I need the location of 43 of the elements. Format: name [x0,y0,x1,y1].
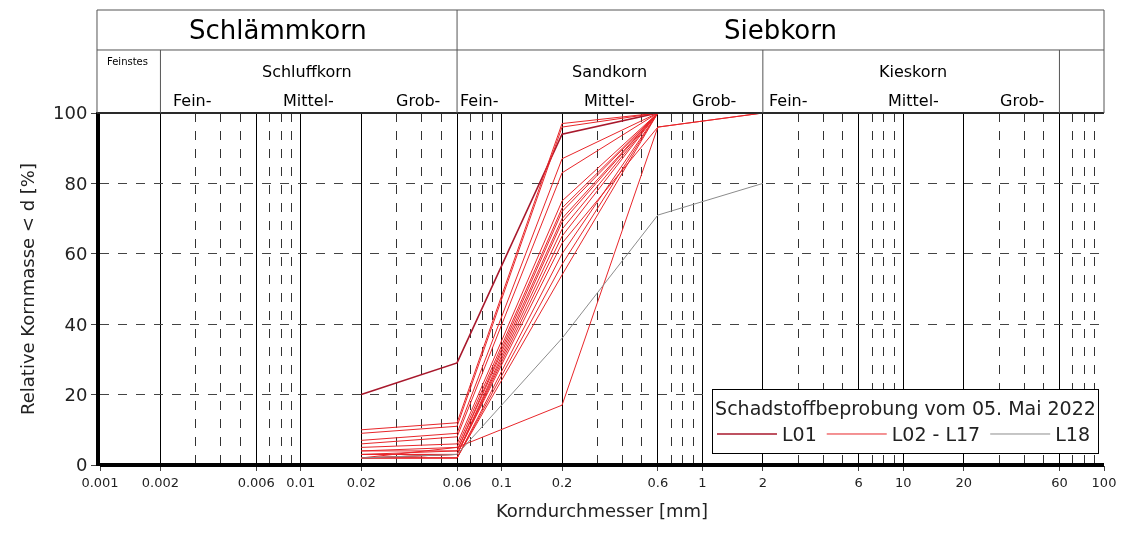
text: Feinstes [107,56,148,67]
legend-label: L01 [781,423,817,446]
y-tick-label: 100 [53,102,88,124]
x-tick-label: 2 [758,474,767,490]
x-tick-label: 0.001 [81,474,119,490]
y-tick-label: 20 [64,383,88,405]
x-tick-label: 1 [698,474,707,490]
y-tick-label: 40 [64,313,88,335]
text: Mittel- [283,91,334,110]
y-tick-label: 60 [64,243,88,265]
y-tick-label: 80 [64,172,88,194]
text: Fein- [173,91,212,110]
legend-title: Schadstoffbeprobung vom 05. Mai 2022 [715,397,1096,420]
text: Sandkorn [572,62,648,81]
y-tick-label: 0 [75,454,88,476]
legend-label: L18 [1055,423,1090,446]
text: Grob- [692,91,737,110]
x-tick-label: 0.006 [237,474,275,490]
text: Mittel- [888,91,939,110]
x-tick-label: 0.06 [442,474,472,490]
x-tick-label: 10 [894,474,912,490]
text: Schlämmkorn [189,15,367,45]
x-tick-label: 60 [1051,474,1068,490]
legend-label: L02 - L17 [891,423,981,446]
text: Schluffkorn [262,62,352,81]
x-tick-label: 0.01 [286,474,316,490]
x-tick-label: 0.1 [491,474,512,490]
x-tick-label: 6 [854,474,863,490]
x-tick-label: 0.6 [647,474,669,490]
x-tick-label: 0.02 [346,474,376,490]
x-axis-title: Korndurchmesser [mm] [495,499,709,521]
text: Fein- [460,91,499,110]
text: Grob- [396,91,441,110]
x-tick-label: 0.2 [551,474,573,490]
text: Mittel- [584,91,635,110]
y-axis-title: Relative Kornmasse < d [%] [16,163,38,415]
text: Siebkorn [724,15,837,45]
text: Kieskorn [879,62,948,81]
x-tick-label: 100 [1091,474,1117,490]
text: Grob- [1000,91,1045,110]
text: Fein- [769,91,808,110]
x-tick-label: 20 [955,474,972,490]
x-tick-label: 0.002 [141,474,180,490]
